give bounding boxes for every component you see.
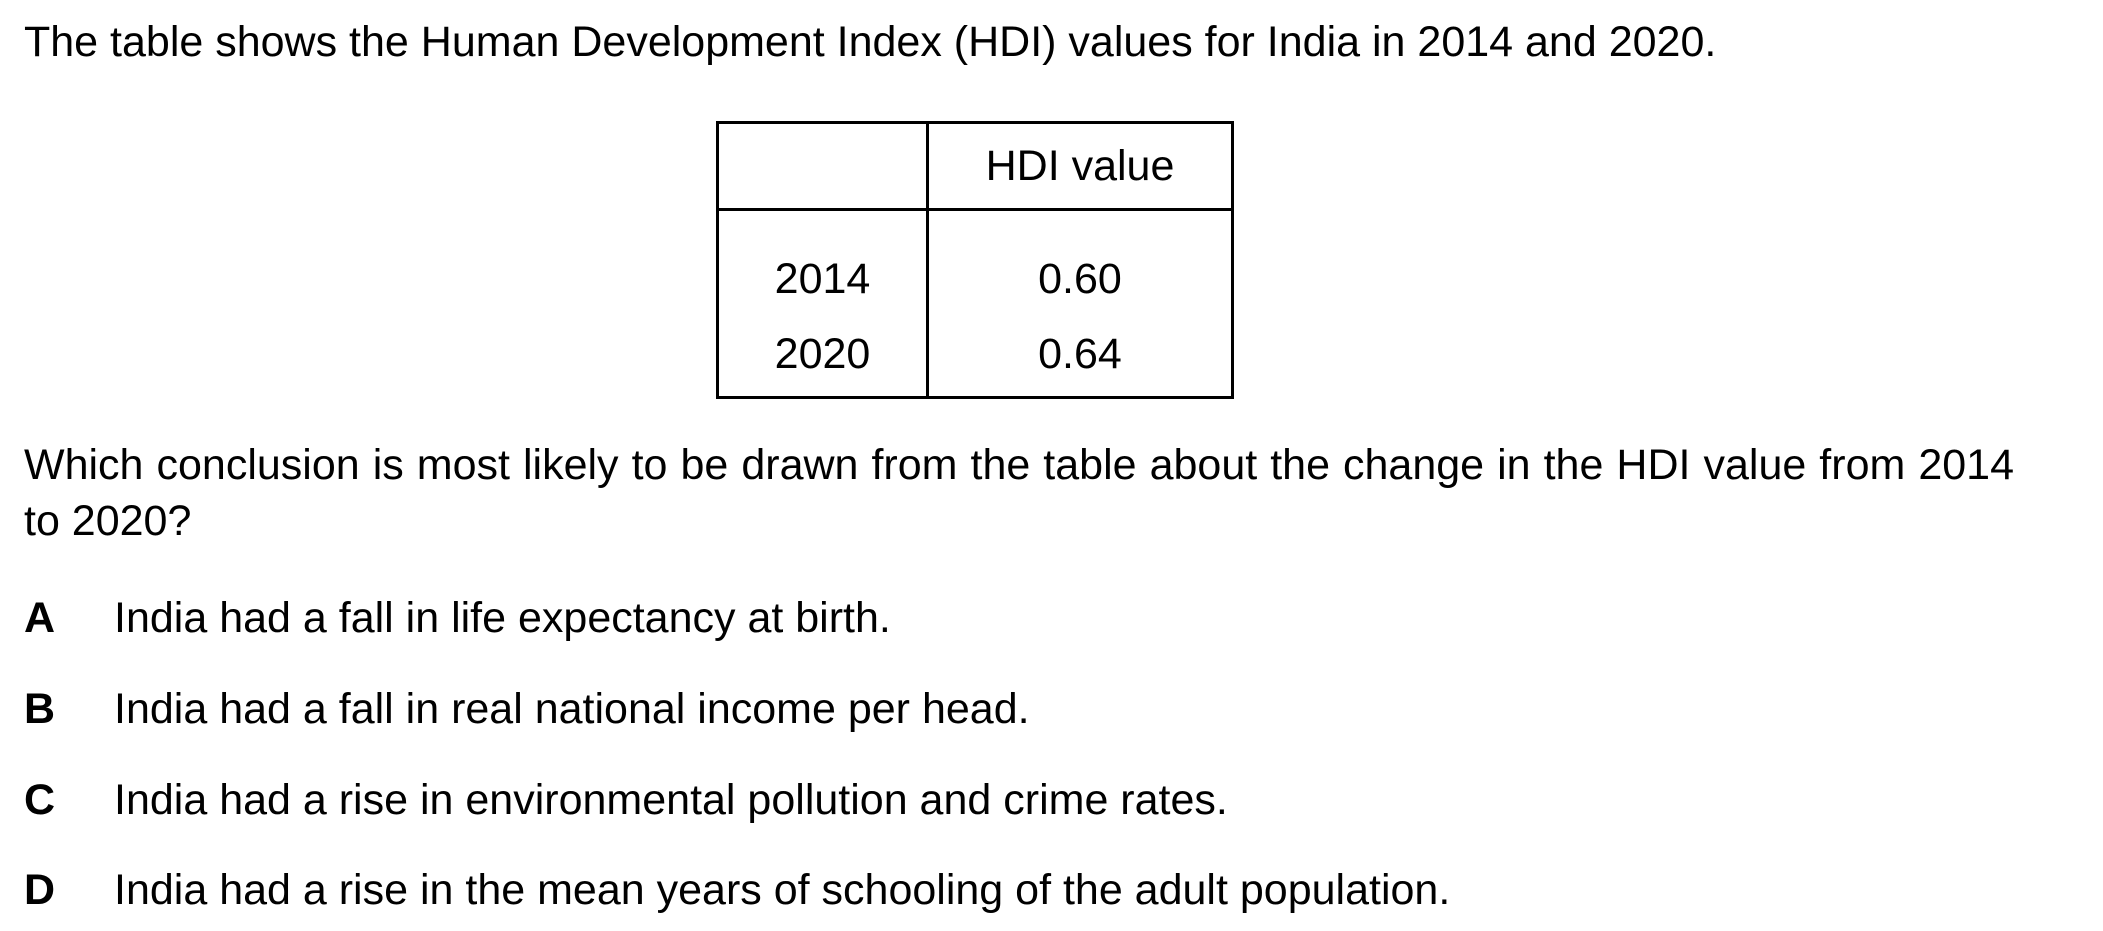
option-a: A India had a fall in life expectancy at … bbox=[24, 590, 891, 646]
option-letter: D bbox=[24, 866, 56, 914]
hdi-table: HDI value 2014 0.60 2020 0.64 bbox=[716, 121, 1234, 399]
option-text: India had a rise in environmental pollut… bbox=[114, 776, 1228, 824]
table-header-row: HDI value bbox=[716, 121, 1234, 211]
table-cell-year: 2020 bbox=[716, 312, 929, 399]
question-text: Which conclusion is most likely to be dr… bbox=[24, 441, 2014, 545]
table-row: 2020 0.64 bbox=[716, 312, 1234, 399]
option-letter: B bbox=[24, 685, 56, 733]
table-header-hdi-value: HDI value bbox=[927, 121, 1234, 211]
option-b: B India had a fall in real national incom… bbox=[24, 681, 1030, 737]
option-text: India had a rise in the mean years of sc… bbox=[114, 866, 1451, 914]
option-letter: C bbox=[24, 776, 56, 824]
option-d: D India had a rise in the mean years of s… bbox=[24, 862, 1450, 918]
table-cell-year: 2014 bbox=[716, 209, 929, 312]
option-text: India had a fall in real national income… bbox=[114, 685, 1030, 733]
table-header-empty-cell bbox=[716, 121, 929, 211]
option-c: C India had a rise in environmental pollu… bbox=[24, 772, 1228, 828]
option-text: India had a fall in life expectancy at b… bbox=[114, 594, 891, 642]
intro-text: The table shows the Human Development In… bbox=[24, 18, 1717, 66]
option-letter: A bbox=[24, 594, 56, 642]
table-row: 2014 0.60 bbox=[716, 209, 1234, 312]
table-cell-hdi: 0.60 bbox=[927, 209, 1234, 312]
table-cell-hdi: 0.64 bbox=[927, 312, 1234, 399]
